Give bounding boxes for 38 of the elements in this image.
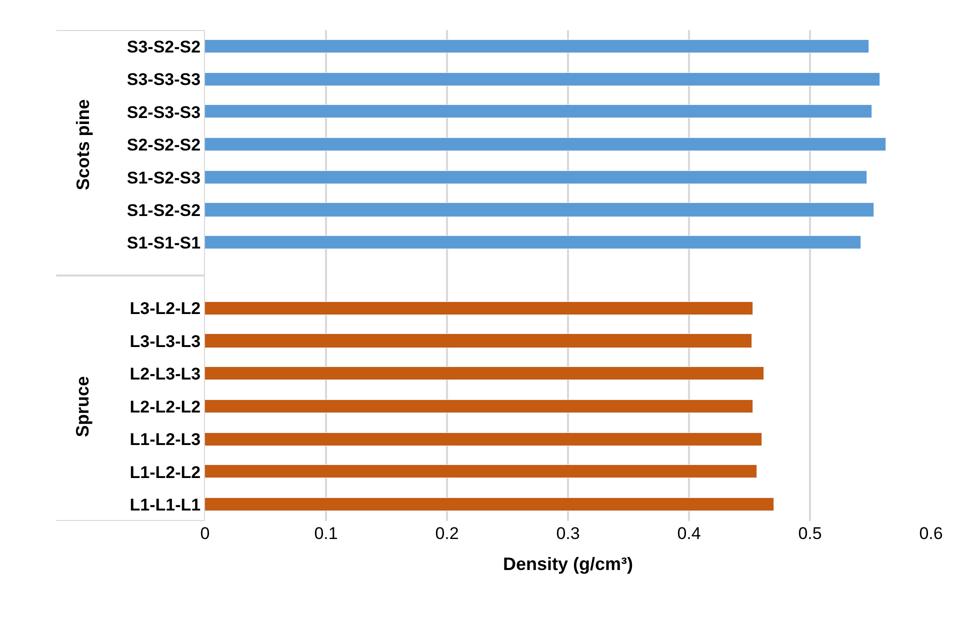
bar bbox=[205, 498, 774, 511]
bar bbox=[205, 302, 753, 315]
text: Spruce bbox=[72, 376, 92, 438]
x-tick-label: 0.4 bbox=[677, 524, 701, 543]
bar bbox=[205, 400, 753, 413]
x-tick-label: 0 bbox=[200, 524, 210, 543]
bar bbox=[205, 334, 752, 348]
y-tick-label: S1-S1-S1 bbox=[126, 234, 201, 253]
text: Scots pine bbox=[73, 99, 94, 190]
x-axis-title: Density (g/cm³) bbox=[502, 554, 634, 574]
y-tick-label: L3-L2-L2 bbox=[130, 299, 201, 318]
bar bbox=[205, 40, 869, 53]
y-tick-label: L1-L2-L2 bbox=[130, 462, 201, 482]
x-tick-label: 0.5 bbox=[798, 524, 822, 543]
y-tick-label: L1-L2-L3 bbox=[130, 430, 201, 450]
bar bbox=[205, 432, 762, 446]
y-tick-label: S2-S3-S3 bbox=[126, 102, 201, 122]
y-tick-label: S3-S3-S3 bbox=[126, 70, 201, 90]
x-tick-label: 0.2 bbox=[435, 524, 459, 543]
bar bbox=[205, 464, 757, 478]
x-tick-label: 0.3 bbox=[556, 524, 580, 543]
y-tick-label: L3-L3-L3 bbox=[130, 332, 201, 351]
bar bbox=[205, 366, 764, 380]
y-tick-label: S1-S2-S3 bbox=[126, 168, 201, 188]
bar bbox=[205, 236, 861, 249]
y-tick-label: L1-L1-L1 bbox=[130, 496, 201, 515]
bar bbox=[205, 170, 867, 184]
y-tick-label: S3-S2-S2 bbox=[126, 37, 201, 56]
y-tick-label: S2-S2-S2 bbox=[126, 136, 201, 155]
x-tick-label: 0.1 bbox=[314, 524, 338, 543]
bar bbox=[205, 138, 886, 151]
y-tick-label: L2-L3-L3 bbox=[130, 364, 201, 384]
bar bbox=[205, 104, 872, 118]
x-tick-label: 0.6 bbox=[919, 524, 943, 543]
y-tick-label: L2-L2-L2 bbox=[130, 397, 201, 416]
y-tick-label: S1-S2-S2 bbox=[126, 200, 201, 220]
bar bbox=[205, 72, 880, 86]
bar bbox=[205, 202, 874, 217]
